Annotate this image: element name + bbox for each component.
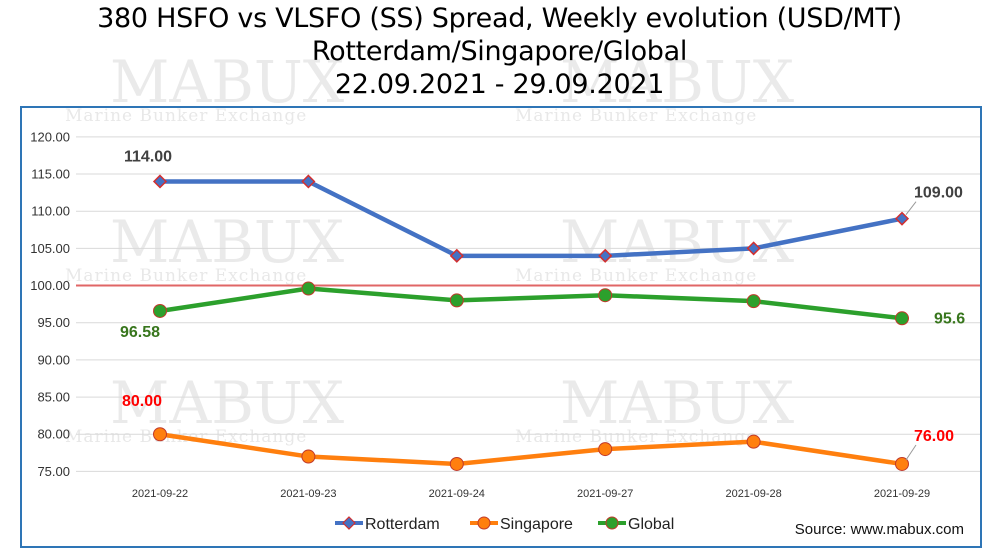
watermark-brand: MABUX: [110, 48, 345, 116]
legend-rotterdam-label: Rotterdam: [365, 516, 440, 533]
series-layer: [152, 174, 910, 471]
legend-singapore-marker: [477, 516, 491, 530]
y-tick-label: 115.00: [31, 167, 70, 182]
y-tick-label: 100.00: [30, 278, 70, 293]
watermark-brand: MABUX: [560, 208, 795, 276]
x-tick-label: 2021-09-22: [132, 488, 188, 500]
watermark-tagline: Marine Bunker Exchange: [515, 427, 757, 447]
watermark-brand: MABUX: [560, 369, 795, 437]
y-tick-label: 85.00: [37, 390, 70, 405]
legend-singapore-label: Singapore: [500, 516, 573, 533]
rotterdam-point: [598, 248, 613, 263]
x-tick-label: 2021-09-28: [725, 488, 781, 500]
singapore-point: [301, 449, 316, 464]
global-data-label: 96.58: [120, 324, 160, 341]
watermark-tagline: Marine Bunker Exchange: [515, 106, 757, 126]
singapore-data-label: 80.00: [122, 393, 162, 410]
singapore-point: [153, 427, 167, 442]
y-tick-label: 75.00: [37, 464, 70, 479]
legend: Rotterdam Singapore Global: [335, 516, 674, 533]
rotterdam-point: [894, 211, 910, 226]
rotterdam-point: [746, 241, 761, 256]
global-point: [895, 311, 909, 326]
y-tick-label: 105.00: [30, 241, 70, 256]
title-line-1: 380 HSFO vs VLSFO (SS) Spread, Weekly ev…: [97, 3, 902, 34]
singapore-point: [895, 456, 909, 471]
watermark-tagline: Marine Bunker Exchange: [515, 266, 757, 286]
y-tick-label: 120.00: [30, 129, 70, 144]
watermark-brand: MABUX: [110, 208, 345, 276]
chart-frame: [20, 106, 982, 548]
global-line: [159, 286, 903, 321]
rotterdam-label-leader: [905, 201, 917, 215]
y-axis: 120.00 115.00 110.00 105.00 100.00 95.00 90.00…: [30, 129, 70, 479]
x-tick-label: 2021-09-23: [280, 488, 336, 500]
watermark-brand: MABUX: [110, 369, 345, 437]
x-tick-label: 2021-09-29: [874, 488, 930, 500]
rotterdam-data-label: 114.00: [124, 148, 172, 165]
x-tick-label: 2021-09-27: [577, 488, 633, 500]
global-point: [301, 281, 316, 296]
y-tick-label: 95.00: [37, 315, 70, 330]
rotterdam-point: [301, 174, 316, 189]
singapore-point: [746, 434, 761, 449]
watermark-tagline: Marine Bunker Exchange: [65, 106, 307, 126]
x-axis: 2021-09-22 2021-09-23 2021-09-24 2021-09-27…: [132, 488, 930, 500]
y-tick-label: 90.00: [37, 352, 70, 367]
legend-global-label: Global: [628, 516, 674, 533]
legend-global-marker: [605, 516, 619, 530]
chart-title: 380 HSFO vs VLSFO (SS) Spread, Weekly ev…: [0, 2, 999, 101]
title-line-3: 22.09.2021 - 29.09.2021: [334, 69, 665, 100]
singapore-point: [449, 456, 464, 471]
rotterdam-point: [449, 248, 464, 263]
singapore-label-leader: [905, 444, 917, 461]
rotterdam-data-label: 109.00: [914, 185, 963, 202]
singapore-point: [598, 442, 613, 457]
singapore-line: [159, 432, 903, 467]
singapore-data-label: 76.00: [914, 428, 954, 445]
x-tick-label: 2021-09-24: [429, 488, 485, 500]
global-point: [449, 293, 464, 308]
global-point: [746, 294, 761, 309]
watermark-tagline: Marine Bunker Exchange: [65, 266, 307, 286]
rotterdam-point: [152, 174, 168, 189]
rotterdam-line: [160, 179, 903, 259]
global-point: [598, 288, 613, 303]
data-labels: 114.00 109.00 80.00 76.00 96.58 95.6: [120, 148, 965, 461]
legend-rotterdam-marker: [342, 516, 356, 530]
source-text: Source: www.mabux.com: [795, 521, 964, 538]
y-tick-label: 80.00: [37, 427, 70, 442]
global-data-label: 95.6: [934, 310, 965, 327]
global-point: [153, 303, 167, 318]
y-tick-label: 110.00: [31, 204, 70, 219]
title-line-2: Rotterdam/Singapore/Global: [311, 36, 688, 67]
watermark-brand: MABUX: [560, 48, 795, 116]
